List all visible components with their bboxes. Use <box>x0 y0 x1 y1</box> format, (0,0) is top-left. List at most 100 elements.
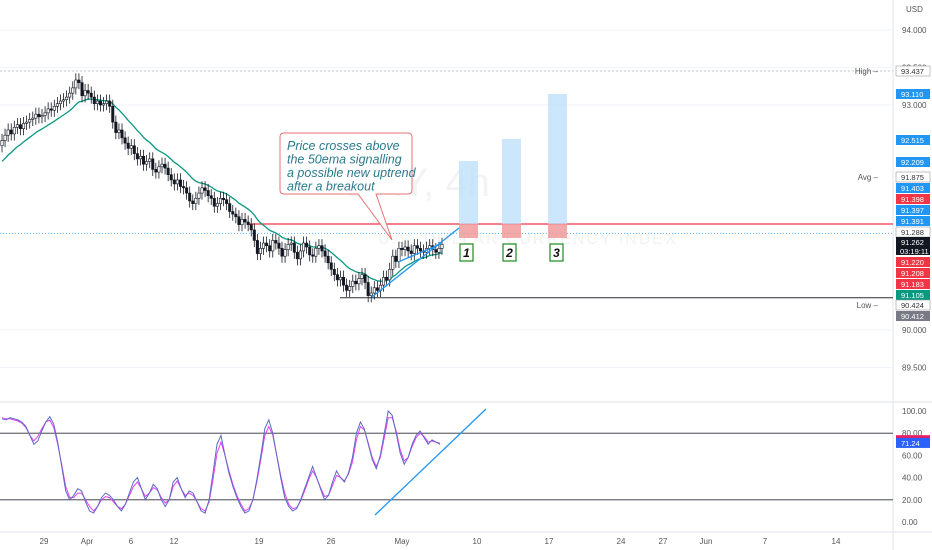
annotation-line-4: after a breakout <box>287 180 375 194</box>
candle-body <box>240 219 244 225</box>
candle-body <box>126 142 130 149</box>
target-1-risk <box>459 224 478 238</box>
candle-body <box>391 255 395 270</box>
price-grid <box>0 29 893 368</box>
time-tick-label: 24 <box>617 537 626 546</box>
annotation-line-3: a possible new uptrend <box>287 166 417 180</box>
annotation-line-1: Price crosses above <box>287 139 400 153</box>
target-3-label: 3 <box>553 246 560 260</box>
candle-body <box>142 155 146 165</box>
osc-tick-label: 40.00 <box>902 474 923 483</box>
candle-body <box>302 242 306 252</box>
candle-body <box>354 280 358 285</box>
annotation-line-2: the 50ema signalling <box>287 153 402 167</box>
candle-body <box>191 200 195 204</box>
candle-body <box>98 100 102 106</box>
osc-tick-label: 100.00 <box>902 407 927 416</box>
candle-body <box>218 198 222 204</box>
candle-body <box>9 129 13 135</box>
osc-tag-value: 71.24 <box>901 439 920 448</box>
candle-body <box>388 269 392 281</box>
price-tag-box <box>896 205 930 215</box>
candle-body <box>49 108 53 111</box>
candle-body <box>74 79 78 89</box>
time-tick-label: 12 <box>170 537 179 546</box>
target-projections: 1 2 3 <box>459 94 567 262</box>
candle-body <box>154 169 158 173</box>
watermark-name: U.S. DOLLAR CURRENCY INDEX <box>378 231 678 248</box>
candle-body <box>351 280 355 287</box>
candle-body <box>237 216 241 225</box>
price-tick-label: 90.000 <box>902 326 927 335</box>
candle-body <box>228 203 232 212</box>
time-tick-label: 27 <box>659 537 668 546</box>
candle-body <box>185 187 189 194</box>
candle-body <box>117 129 121 133</box>
candle-body <box>206 190 210 197</box>
price-tick-label: 94.000 <box>902 26 927 35</box>
candle-body <box>366 282 370 296</box>
candle-body <box>0 140 4 147</box>
osc-tag-box <box>896 437 930 448</box>
price-tag-box <box>896 279 930 289</box>
price-trendline-inner <box>397 243 442 263</box>
candle-body <box>345 284 349 291</box>
time-tick-label: 29 <box>40 537 49 546</box>
candle-body <box>317 245 321 249</box>
candle-body <box>283 249 287 257</box>
osc-tick-label: 60.00 <box>902 451 923 460</box>
candle-body <box>114 121 118 133</box>
time-axis[interactable]: 29 Apr 6 12 19 26 May 10 17 24 27 Jun 7 14 <box>40 537 841 546</box>
time-tick-label: May <box>394 537 409 546</box>
candle-body <box>6 129 10 136</box>
candle-body <box>329 262 333 270</box>
target-1-label: 1 <box>463 246 470 260</box>
target-2-risk <box>502 224 521 238</box>
candle-body <box>243 219 247 223</box>
candle-body <box>234 213 238 218</box>
trend-lines <box>371 227 460 298</box>
price-tag-value: 91.397 <box>901 206 924 215</box>
price-tag-box <box>896 89 930 99</box>
candle-body <box>3 134 7 141</box>
candle-body <box>363 274 367 283</box>
price-tag-box <box>895 299 931 311</box>
price-tag-box <box>896 268 930 278</box>
osc-k-line <box>1 409 441 514</box>
candle-body <box>252 229 256 241</box>
candle-body <box>166 167 170 175</box>
price-tag-prefix: High – <box>855 67 879 76</box>
candle-body <box>403 246 407 250</box>
target-2-reward <box>502 139 521 224</box>
candle-body <box>188 192 192 202</box>
candle-body <box>148 158 152 162</box>
time-tick-label: 7 <box>763 537 768 546</box>
osc-tick-label: 0.00 <box>902 518 918 527</box>
candle-body <box>22 123 26 129</box>
candle-body <box>225 199 229 204</box>
candle-body <box>120 129 124 139</box>
candle-body <box>314 248 318 257</box>
candle-body <box>415 245 419 249</box>
candle-body <box>200 187 204 194</box>
candle-body <box>83 90 87 97</box>
price-tag-value: 91.403 <box>901 184 924 193</box>
candle-body <box>157 166 161 173</box>
price-tag-box <box>896 216 930 226</box>
candle-body <box>77 79 81 83</box>
target-3-risk <box>548 224 567 238</box>
candle-body <box>123 137 127 144</box>
price-tick-label: 93.000 <box>902 101 927 110</box>
candle-body <box>289 242 293 245</box>
candle-body <box>311 254 315 257</box>
candle-body <box>212 198 216 207</box>
candle-body <box>46 108 50 114</box>
price-tag-value: 91.105 <box>901 291 924 300</box>
candle-body <box>197 192 201 199</box>
candle-body <box>151 158 155 170</box>
candle-body <box>62 99 66 102</box>
candle-body <box>34 113 38 119</box>
